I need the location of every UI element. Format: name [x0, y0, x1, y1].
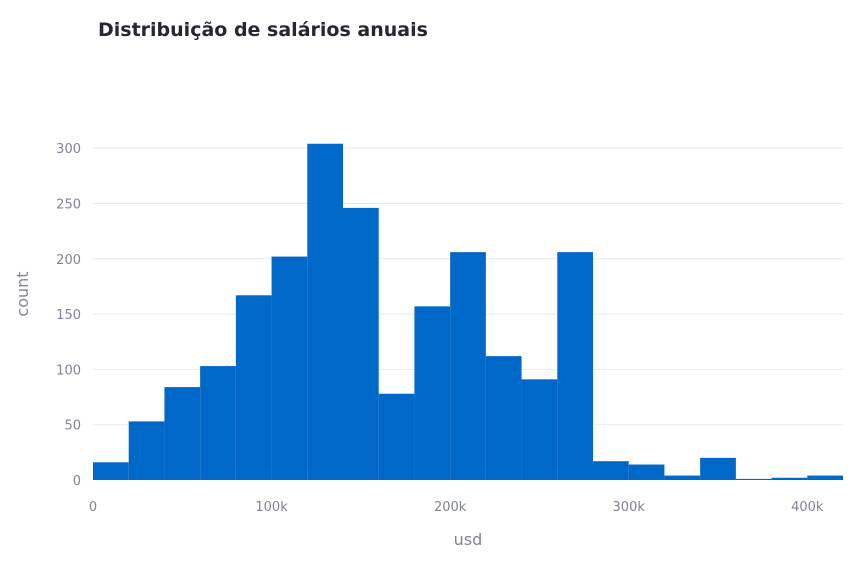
histogram-bar[interactable]: [735, 478, 772, 480]
y-axis-title: count: [13, 271, 32, 316]
histogram-bar[interactable]: [485, 356, 522, 480]
histogram-bar[interactable]: [450, 252, 486, 480]
y-tick-label: 250: [56, 197, 81, 212]
y-tick-label: 0: [73, 474, 81, 489]
bars: [93, 143, 843, 480]
histogram-bar[interactable]: [93, 462, 129, 480]
histogram-bar[interactable]: [414, 306, 451, 480]
y-axis-ticks: 0 50 100 150 200 250 300: [56, 142, 81, 489]
histogram-bar[interactable]: [593, 461, 629, 480]
chart-title: Distribuição de salários anuais: [98, 19, 428, 41]
x-tick-label: 300k: [613, 500, 646, 515]
histogram-bar[interactable]: [807, 475, 843, 480]
histogram-bar[interactable]: [200, 366, 236, 480]
histogram-bar[interactable]: [378, 393, 415, 480]
histogram-bar[interactable]: [557, 252, 593, 480]
histogram-bar[interactable]: [628, 464, 665, 480]
histogram-bar[interactable]: [343, 207, 379, 480]
y-tick-label: 300: [56, 142, 81, 157]
histogram-bar[interactable]: [700, 457, 736, 480]
x-tick-label: 200k: [434, 500, 467, 515]
x-axis-ticks: 0 100k 200k 300k 400k: [89, 500, 824, 515]
histogram-bar[interactable]: [271, 256, 308, 480]
x-axis-title: usd: [454, 530, 483, 549]
y-tick-label: 50: [64, 419, 81, 434]
x-tick-label: 400k: [791, 500, 824, 515]
histogram-bar[interactable]: [521, 379, 558, 480]
histogram-bar[interactable]: [235, 295, 272, 480]
x-tick-label: 100k: [255, 500, 288, 515]
histogram-bar[interactable]: [771, 477, 808, 480]
histogram-bar[interactable]: [128, 421, 165, 480]
y-tick-label: 200: [56, 253, 81, 268]
y-tick-label: 150: [56, 308, 81, 323]
x-tick-label: 0: [89, 500, 97, 515]
histogram-bar[interactable]: [307, 143, 343, 480]
histogram-bar[interactable]: [664, 475, 701, 480]
y-tick-label: 100: [56, 363, 81, 378]
histogram-bar[interactable]: [164, 387, 201, 480]
